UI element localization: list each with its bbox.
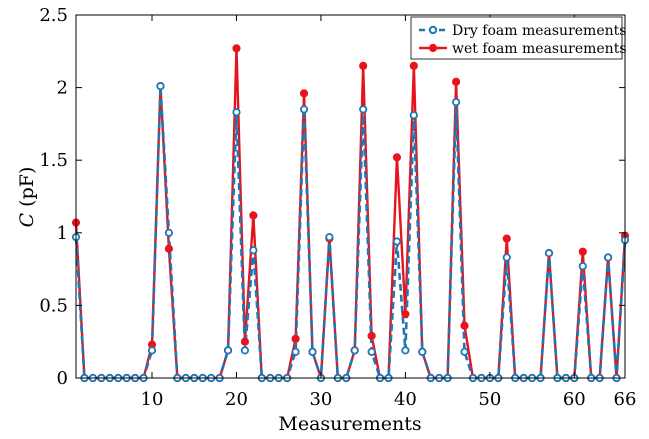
dry-data-point	[453, 99, 459, 105]
dry-data-point	[301, 106, 307, 112]
y-tick-label: 2.5	[39, 5, 68, 26]
legend-dry-marker	[430, 27, 436, 33]
wet-data-point	[402, 311, 409, 318]
wet-data-point	[579, 248, 586, 255]
wet-data-point	[461, 322, 468, 329]
y-tick-label: 0	[57, 368, 68, 389]
dry-data-point	[242, 347, 248, 353]
wet-data-point	[452, 78, 459, 85]
x-axis-label: Measurements	[278, 413, 421, 435]
dry-data-point	[504, 254, 510, 260]
x-tick-label: 10	[141, 389, 164, 410]
x-tick-label: 60	[563, 389, 586, 410]
y-tick-label: 1.5	[39, 150, 68, 171]
dry-data-point	[149, 347, 155, 353]
x-tick-label: 30	[309, 389, 332, 410]
dry-data-point	[166, 230, 172, 236]
dry-data-point	[233, 109, 239, 115]
dry-data-point	[352, 347, 358, 353]
wet-data-point	[393, 154, 400, 161]
dry-data-point	[419, 349, 425, 355]
wet-data-point	[250, 212, 257, 219]
dry-data-point	[402, 347, 408, 353]
y-tick-label: 0.5	[39, 295, 68, 316]
dry-data-point	[326, 234, 332, 240]
legend-wet-label: wet foam measurements	[452, 41, 627, 57]
x-tick-label: 50	[478, 389, 501, 410]
y-axis-label-unit: (pF)	[16, 167, 38, 207]
dry-data-point	[546, 250, 552, 256]
x-tick-label: 40	[394, 389, 417, 410]
dry-data-point	[292, 349, 298, 355]
dry-data-point	[605, 254, 611, 260]
wet-data-point	[165, 245, 172, 252]
y-axis-label-var: C	[16, 212, 38, 227]
dry-data-point	[580, 263, 586, 269]
wet-data-point	[410, 62, 417, 69]
legend-dry-label: Dry foam measurements	[452, 23, 626, 39]
wet-data-point	[360, 62, 367, 69]
plot-area	[76, 15, 625, 378]
wet-data-point	[233, 45, 240, 52]
dry-data-point	[461, 349, 467, 355]
dry-data-point	[250, 247, 256, 253]
wet-data-point	[241, 338, 248, 345]
dry-data-point	[411, 112, 417, 118]
dry-data-point	[368, 349, 374, 355]
legend-wet-marker	[429, 44, 436, 51]
dry-data-point	[360, 106, 366, 112]
y-axis-label: C (pF)	[16, 167, 38, 228]
legend: Dry foam measurements wet foam measureme…	[411, 17, 627, 59]
wet-data-point	[368, 332, 375, 339]
wet-data-point	[300, 90, 307, 97]
wet-data-point	[503, 235, 510, 242]
dry-data-point	[394, 238, 400, 244]
x-tick-label: 20	[225, 389, 248, 410]
x-tick-label: 66	[614, 389, 637, 410]
y-tick-label: 2	[57, 78, 68, 99]
wet-data-point	[292, 335, 299, 342]
dry-data-point	[225, 347, 231, 353]
dry-data-point	[157, 83, 163, 89]
y-tick-label: 1	[57, 223, 68, 244]
dry-data-point	[309, 349, 315, 355]
